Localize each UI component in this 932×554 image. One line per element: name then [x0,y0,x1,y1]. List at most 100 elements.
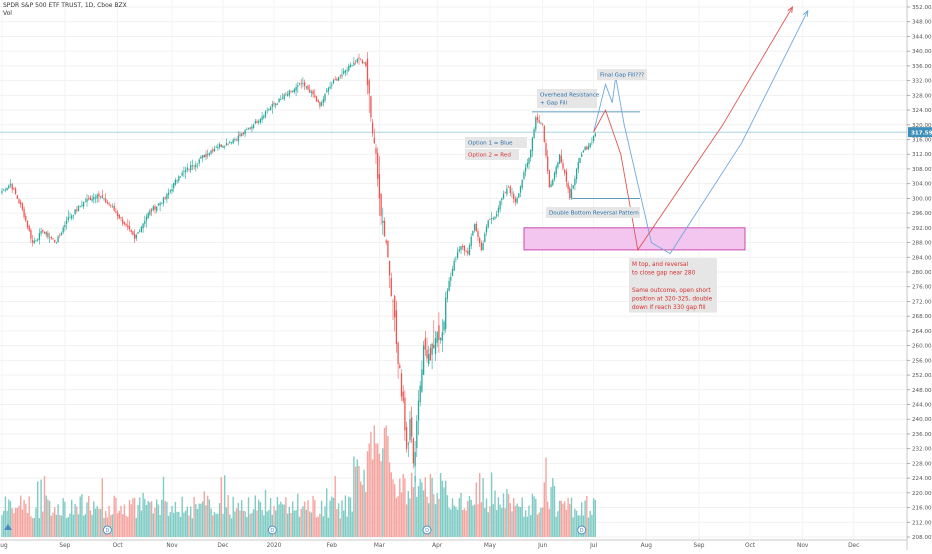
candle-body [72,215,75,216]
candle-body [353,62,355,66]
candle-body [230,142,233,144]
volume-bar [198,503,200,537]
candle-body [591,142,593,143]
volume-bar [577,515,579,537]
volume-bar [528,505,530,537]
candle-body [31,240,34,243]
candle-body [152,206,154,210]
candle-body [497,208,500,213]
volume-bar [334,476,336,537]
candle-body [220,144,222,147]
volume-bars [1,425,596,537]
candle-body [196,163,199,165]
volume-bar [429,473,432,537]
volume-bar [247,497,250,537]
y-tick-label: 316.00 [912,138,932,144]
candle-body [286,94,289,96]
volume-bar [16,507,18,537]
volume-bar [43,476,46,537]
volume-bar [518,506,520,537]
volume-bar [235,508,238,537]
price-axis[interactable]: 352.00 348.00 344.00 340.00 336.00 332.00 328.… [906,0,932,550]
candle-body [354,62,357,63]
volume-bar [140,510,143,537]
candle-body [394,295,396,318]
volume-bar [18,505,20,537]
volume-bar [9,501,12,537]
candle-body [65,220,68,224]
x-tick-label: Apr [432,543,443,549]
volume-bar [496,509,498,537]
candle-body [8,185,10,189]
candle-body [484,233,486,243]
volume-bar [530,515,532,537]
candle-body [222,146,224,148]
volume-bar [395,497,398,537]
volume-bar [149,502,151,537]
gap-zone [523,227,746,251]
candle-body [16,195,18,199]
candle-body [183,171,185,172]
candle-body [586,146,588,150]
volume-bar [439,473,442,537]
candle-body [280,99,282,100]
volume-bar [361,484,364,537]
candle-body [302,83,304,84]
candle-body [98,193,100,197]
x-tick-label: Aug [0,543,8,549]
candle-body [161,203,163,204]
candle-body [164,197,166,199]
candle-body [303,82,306,87]
volume-bar [373,425,375,537]
candle-body [480,242,483,250]
candle-body [91,198,93,201]
time-axis[interactable]: Aug Sep Oct Nov Dec 2020 Feb Mar Apr May Jun Jul Aug… [0,539,907,549]
candle-body [490,218,493,219]
candle-body [6,187,8,191]
candle-body [263,115,265,118]
candle-body [547,156,549,171]
volume-bar [210,508,212,537]
volume-bar [521,497,523,537]
candle-body [77,205,80,212]
candle-body [145,216,148,221]
volume-bar [157,504,160,537]
candle-body [339,75,341,77]
candle-body [30,230,32,239]
candle-body [47,232,49,238]
expand-arrow-icon [4,524,12,530]
candle-body [518,193,520,198]
candle-body [434,338,437,354]
strategy-note-text: to close gap near 280 [632,271,696,277]
candle-body [404,397,406,431]
candle-body [55,242,58,244]
candle-body [181,172,183,176]
volume-bar [164,500,166,537]
candle-body [232,139,234,144]
candle-body [4,189,7,191]
candle-body [331,84,333,86]
candle-body [499,200,501,210]
candle-body [11,184,13,190]
y-tick-label: 264.00 [912,329,932,335]
volume-bar [475,482,477,537]
volume-bar [292,501,294,537]
volume-bar [519,507,522,537]
volume-bar [213,511,216,537]
volume-bar [91,514,93,537]
volume-bar [60,515,63,537]
strategy-note-text: Same outcome, open short [632,288,711,294]
volume-bar [307,500,309,537]
volume-bar [244,511,246,537]
volume-bar [183,512,185,537]
candle-body [234,138,236,140]
volume-bar [218,503,221,537]
volume-bar [575,510,578,537]
candle-body [309,89,311,93]
volume-bar [89,510,92,537]
volume-bar [594,500,596,537]
annotation-boxes: Option 1 = Blue Option 2 = Red Overhead Re… [465,69,717,313]
volume-bar [156,499,158,537]
volume-bar [178,511,180,537]
